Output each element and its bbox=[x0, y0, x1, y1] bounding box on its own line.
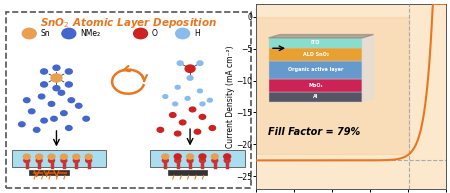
Text: Fill Factor = 79%: Fill Factor = 79% bbox=[268, 127, 360, 137]
Circle shape bbox=[38, 94, 45, 99]
Circle shape bbox=[134, 28, 148, 39]
Text: O: O bbox=[152, 29, 158, 38]
Circle shape bbox=[198, 89, 203, 93]
Circle shape bbox=[185, 65, 195, 72]
Circle shape bbox=[162, 154, 169, 159]
Circle shape bbox=[175, 85, 180, 89]
Y-axis label: Current Density (mA cm⁻²): Current Density (mA cm⁻²) bbox=[226, 45, 235, 148]
Circle shape bbox=[68, 98, 75, 103]
Circle shape bbox=[175, 131, 181, 136]
Circle shape bbox=[62, 28, 76, 39]
Circle shape bbox=[18, 122, 25, 127]
FancyBboxPatch shape bbox=[168, 170, 207, 175]
Circle shape bbox=[76, 103, 82, 108]
Text: SnO$_2$ Atomic Layer Deposition: SnO$_2$ Atomic Layer Deposition bbox=[40, 16, 217, 30]
Circle shape bbox=[40, 82, 48, 87]
Circle shape bbox=[180, 120, 186, 125]
Text: H: H bbox=[194, 29, 199, 38]
Circle shape bbox=[53, 65, 60, 70]
Circle shape bbox=[53, 85, 60, 91]
Text: Sn: Sn bbox=[40, 29, 50, 38]
Circle shape bbox=[61, 111, 67, 116]
Circle shape bbox=[175, 158, 180, 163]
Circle shape bbox=[28, 109, 35, 114]
Circle shape bbox=[199, 154, 206, 159]
Circle shape bbox=[61, 158, 67, 163]
Circle shape bbox=[22, 28, 36, 39]
Circle shape bbox=[212, 158, 218, 163]
Circle shape bbox=[187, 158, 193, 163]
Circle shape bbox=[162, 158, 168, 163]
Circle shape bbox=[49, 158, 54, 163]
Circle shape bbox=[209, 126, 216, 130]
Circle shape bbox=[48, 102, 55, 106]
Circle shape bbox=[65, 69, 72, 74]
Circle shape bbox=[174, 154, 181, 159]
Circle shape bbox=[177, 61, 183, 65]
Circle shape bbox=[23, 154, 30, 159]
Circle shape bbox=[73, 154, 80, 159]
Circle shape bbox=[197, 61, 203, 65]
Circle shape bbox=[66, 126, 72, 130]
Circle shape bbox=[58, 90, 65, 95]
Circle shape bbox=[199, 158, 205, 163]
Circle shape bbox=[65, 82, 72, 87]
Circle shape bbox=[24, 158, 30, 163]
Circle shape bbox=[163, 95, 168, 98]
Circle shape bbox=[194, 129, 201, 134]
Circle shape bbox=[224, 154, 231, 159]
Circle shape bbox=[60, 154, 68, 159]
Circle shape bbox=[189, 107, 196, 112]
Text: NMe₂: NMe₂ bbox=[80, 29, 100, 38]
FancyBboxPatch shape bbox=[12, 150, 106, 167]
Circle shape bbox=[73, 158, 79, 163]
FancyBboxPatch shape bbox=[29, 170, 69, 175]
Circle shape bbox=[170, 113, 176, 117]
Circle shape bbox=[51, 74, 62, 82]
Circle shape bbox=[187, 154, 194, 159]
Circle shape bbox=[48, 154, 55, 159]
Circle shape bbox=[41, 118, 47, 123]
Circle shape bbox=[83, 116, 90, 121]
Circle shape bbox=[36, 154, 43, 159]
Circle shape bbox=[33, 127, 40, 132]
Circle shape bbox=[85, 154, 92, 159]
Circle shape bbox=[173, 102, 178, 106]
Circle shape bbox=[40, 69, 48, 74]
FancyBboxPatch shape bbox=[150, 150, 244, 167]
Circle shape bbox=[36, 158, 42, 163]
Circle shape bbox=[157, 127, 164, 132]
Circle shape bbox=[187, 76, 193, 80]
Circle shape bbox=[207, 98, 212, 102]
Circle shape bbox=[200, 102, 205, 106]
FancyBboxPatch shape bbox=[6, 12, 251, 188]
Circle shape bbox=[212, 154, 218, 159]
Circle shape bbox=[86, 158, 92, 163]
Circle shape bbox=[199, 114, 206, 119]
Circle shape bbox=[224, 158, 230, 163]
Circle shape bbox=[185, 96, 190, 100]
Circle shape bbox=[23, 98, 30, 103]
Circle shape bbox=[176, 28, 189, 39]
Circle shape bbox=[51, 116, 57, 121]
